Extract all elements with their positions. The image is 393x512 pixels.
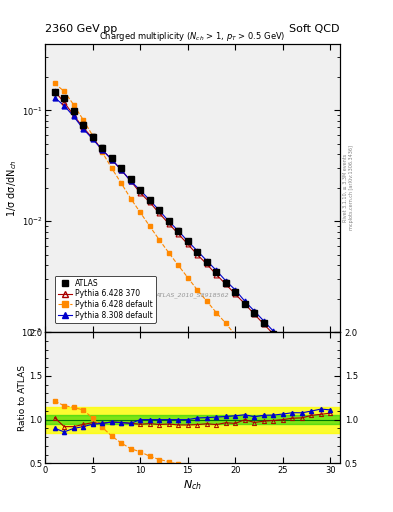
Bar <box>45 415 340 424</box>
Text: 2360 GeV pp: 2360 GeV pp <box>45 24 118 34</box>
Y-axis label: 1/σ dσ/dN$_{ch}$: 1/σ dσ/dN$_{ch}$ <box>5 159 19 217</box>
Y-axis label: Rivet 3.1.10, ≥ 3.3M events
mcplots.cern.ch [arXiv:1306.3436]: Rivet 3.1.10, ≥ 3.3M events mcplots.cern… <box>343 145 354 230</box>
Legend: ATLAS, Pythia 6.428 370, Pythia 6.428 default, Pythia 8.308 default: ATLAS, Pythia 6.428 370, Pythia 6.428 de… <box>55 276 156 323</box>
X-axis label: $N_{ch}$: $N_{ch}$ <box>183 478 202 492</box>
Text: Soft QCD: Soft QCD <box>290 24 340 34</box>
Bar <box>45 407 340 433</box>
Text: ATLAS_2010_S8918562: ATLAS_2010_S8918562 <box>156 292 230 297</box>
Title: Charged multiplicity ($N_{ch}$ > 1, $p_{T}$ > 0.5 GeV): Charged multiplicity ($N_{ch}$ > 1, $p_{… <box>99 30 286 44</box>
Y-axis label: Ratio to ATLAS: Ratio to ATLAS <box>18 365 26 431</box>
